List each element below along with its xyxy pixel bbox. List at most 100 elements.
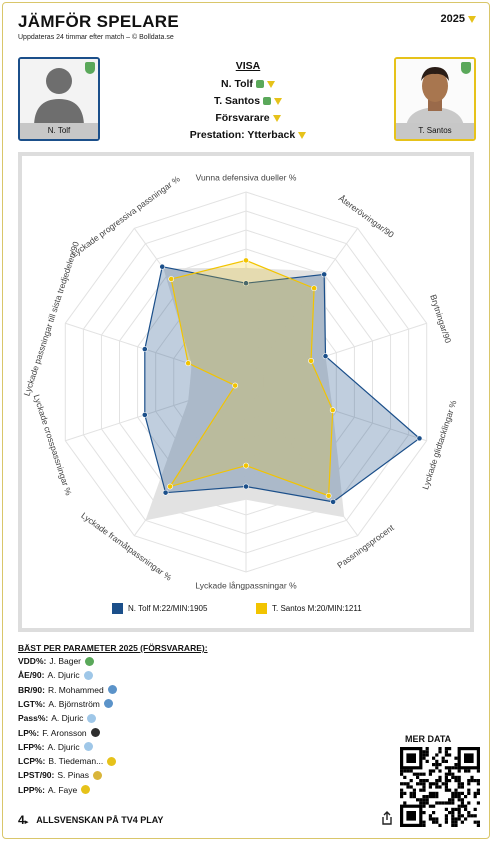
- chevron-down-icon: [468, 15, 476, 23]
- best-row: LGT%: A. Björnström: [18, 699, 113, 709]
- radar-point: [162, 489, 169, 496]
- radar-spoke: [65, 381, 247, 442]
- footer-label: ALLSVENSKAN PÅ TV4 PLAY: [36, 815, 164, 825]
- best-row: VDD%: J. Bager: [18, 656, 94, 666]
- team-crest-icon: [255, 80, 264, 89]
- team-crest-icon: [85, 656, 94, 666]
- radar-axis-label: Lyckade framåtpassningar %: [79, 510, 174, 583]
- team-crest-icon: [90, 728, 100, 737]
- radar-point: [322, 353, 329, 360]
- radar-point: [329, 407, 336, 414]
- share-icon[interactable]: [380, 811, 394, 825]
- radar-point: [243, 257, 249, 264]
- year-value: 2025: [440, 13, 465, 25]
- position-selector[interactable]: Försvarare: [150, 112, 346, 124]
- best-player[interactable]: A. Djuric: [47, 741, 80, 752]
- best-player[interactable]: B. Tiedeman...: [48, 756, 104, 767]
- page-title: JÄMFÖR SPELARE: [18, 12, 179, 31]
- best-key: LGT%:: [18, 698, 46, 709]
- team-crest-icon: [83, 670, 93, 680]
- year-selector[interactable]: 2025: [441, 13, 476, 25]
- radar-spoke: [245, 381, 359, 537]
- best-player[interactable]: A. Björnström: [48, 698, 100, 709]
- performance-selector[interactable]: Prestation: Ytterback: [150, 129, 346, 141]
- radar-average-area: [145, 268, 345, 521]
- best-row: LCP%: B. Tiedeman...: [18, 756, 117, 767]
- best-key: LPST/90:: [18, 770, 55, 781]
- chevron-down-icon: [272, 114, 281, 122]
- best-key: LCP%:: [18, 756, 46, 767]
- qr-label: MER DATA: [405, 734, 452, 744]
- legend-item-tolf[interactable]: N. Tolf M:22/MIN:1905: [112, 603, 207, 614]
- radar-point: [311, 285, 318, 292]
- legend-swatch-tolf: [112, 603, 123, 614]
- player2-label: T. Santos: [213, 95, 261, 107]
- radar-point: [243, 462, 249, 469]
- player1-label: N. Tolf: [221, 78, 253, 90]
- best-player[interactable]: J. Bager: [49, 656, 81, 666]
- radar-spoke: [245, 227, 359, 383]
- radar-axis-label: Lyckade långpassningar %: [195, 580, 297, 590]
- best-row: LPST/90: S. Pinas: [18, 770, 103, 781]
- radar-spoke: [133, 227, 247, 383]
- radar-point: [308, 357, 314, 364]
- legend-item-santos[interactable]: T. Santos M:20/MIN:1211: [256, 603, 362, 614]
- best-player[interactable]: A. Faye: [47, 784, 78, 795]
- radar-point: [159, 263, 166, 270]
- player-right-name: T. Santos: [396, 123, 474, 139]
- best-key: LP%:: [18, 727, 40, 738]
- radar-point: [243, 280, 249, 287]
- player-card-right[interactable]: T. Santos: [394, 57, 476, 141]
- performance-label: Prestation: Ytterback: [189, 129, 296, 141]
- best-player[interactable]: R. Mohammed: [47, 684, 104, 695]
- radar-axis-label: Brytningar/90: [428, 293, 453, 344]
- best-key: LPP%:: [18, 784, 45, 795]
- best-row: LFP%: A. Djuric: [18, 742, 93, 752]
- player-left-name: N. Tolf: [20, 123, 98, 139]
- radar-point: [321, 271, 328, 278]
- legend-label-tolf: N. Tolf M:22/MIN:1905: [128, 604, 208, 613]
- radar-point: [185, 360, 192, 367]
- radar-chart-frame: Vunna defensiva dueller % Återerövringar/…: [18, 152, 474, 632]
- best-row: LPP%: A. Faye: [18, 784, 91, 795]
- best-key: VDD%:: [18, 656, 47, 666]
- chevron-down-icon: [298, 131, 307, 139]
- player1-selector[interactable]: N. Tolf: [150, 78, 346, 90]
- best-player[interactable]: A. Djuric: [47, 670, 80, 681]
- chevron-down-icon: [266, 80, 275, 88]
- best-row: ÅE/90: A. Djuric: [18, 670, 93, 680]
- team-crest-icon: [87, 713, 97, 723]
- radar-point: [141, 411, 148, 418]
- team-crest-icon: [461, 62, 471, 74]
- legend-swatch-santos: [256, 603, 267, 614]
- radar-axis-label: Återerövringar/90: [337, 193, 396, 240]
- best-player[interactable]: F. Aronsson: [42, 727, 87, 738]
- radar-axis-label: Lyckade crosspassningar %: [32, 393, 74, 497]
- best-heading: BÄST PER PARAMETER 2025 (FÖRSVARARE):: [18, 643, 208, 653]
- team-crest-icon: [107, 685, 117, 695]
- radar-spoke: [245, 322, 427, 383]
- radar-axis-label: Lyckade passningar till sista tredjedele…: [22, 240, 81, 397]
- radar-axis-label: Vunna defensiva dueller %: [196, 172, 297, 182]
- player2-selector[interactable]: T. Santos: [150, 95, 346, 107]
- radar-spoke: [133, 381, 247, 537]
- player-card-left[interactable]: N. Tolf: [18, 57, 100, 141]
- team-crest-icon: [107, 756, 117, 766]
- best-row: BR/90: R. Mohammed: [18, 685, 117, 695]
- footer-link[interactable]: 4▸ ALLSVENSKAN PÅ TV4 PLAY: [18, 813, 163, 827]
- radar-point: [416, 435, 423, 442]
- team-crest-icon: [93, 770, 103, 780]
- radar-point: [330, 498, 337, 505]
- team-crest-icon: [85, 62, 95, 74]
- team-crest-icon: [83, 742, 93, 752]
- best-player[interactable]: S. Pinas: [57, 770, 90, 781]
- position-label: Försvarare: [215, 112, 270, 124]
- best-player[interactable]: A. Djuric: [51, 713, 84, 724]
- player-silhouette: [20, 59, 98, 127]
- radar-axis-label: Lyckade glidtacklingar %: [420, 399, 458, 491]
- radar-point: [168, 276, 175, 282]
- radar-spoke: [245, 381, 427, 442]
- radar-chart: Vunna defensiva dueller % Återerövringar/…: [22, 172, 459, 590]
- qr-code[interactable]: [400, 747, 480, 827]
